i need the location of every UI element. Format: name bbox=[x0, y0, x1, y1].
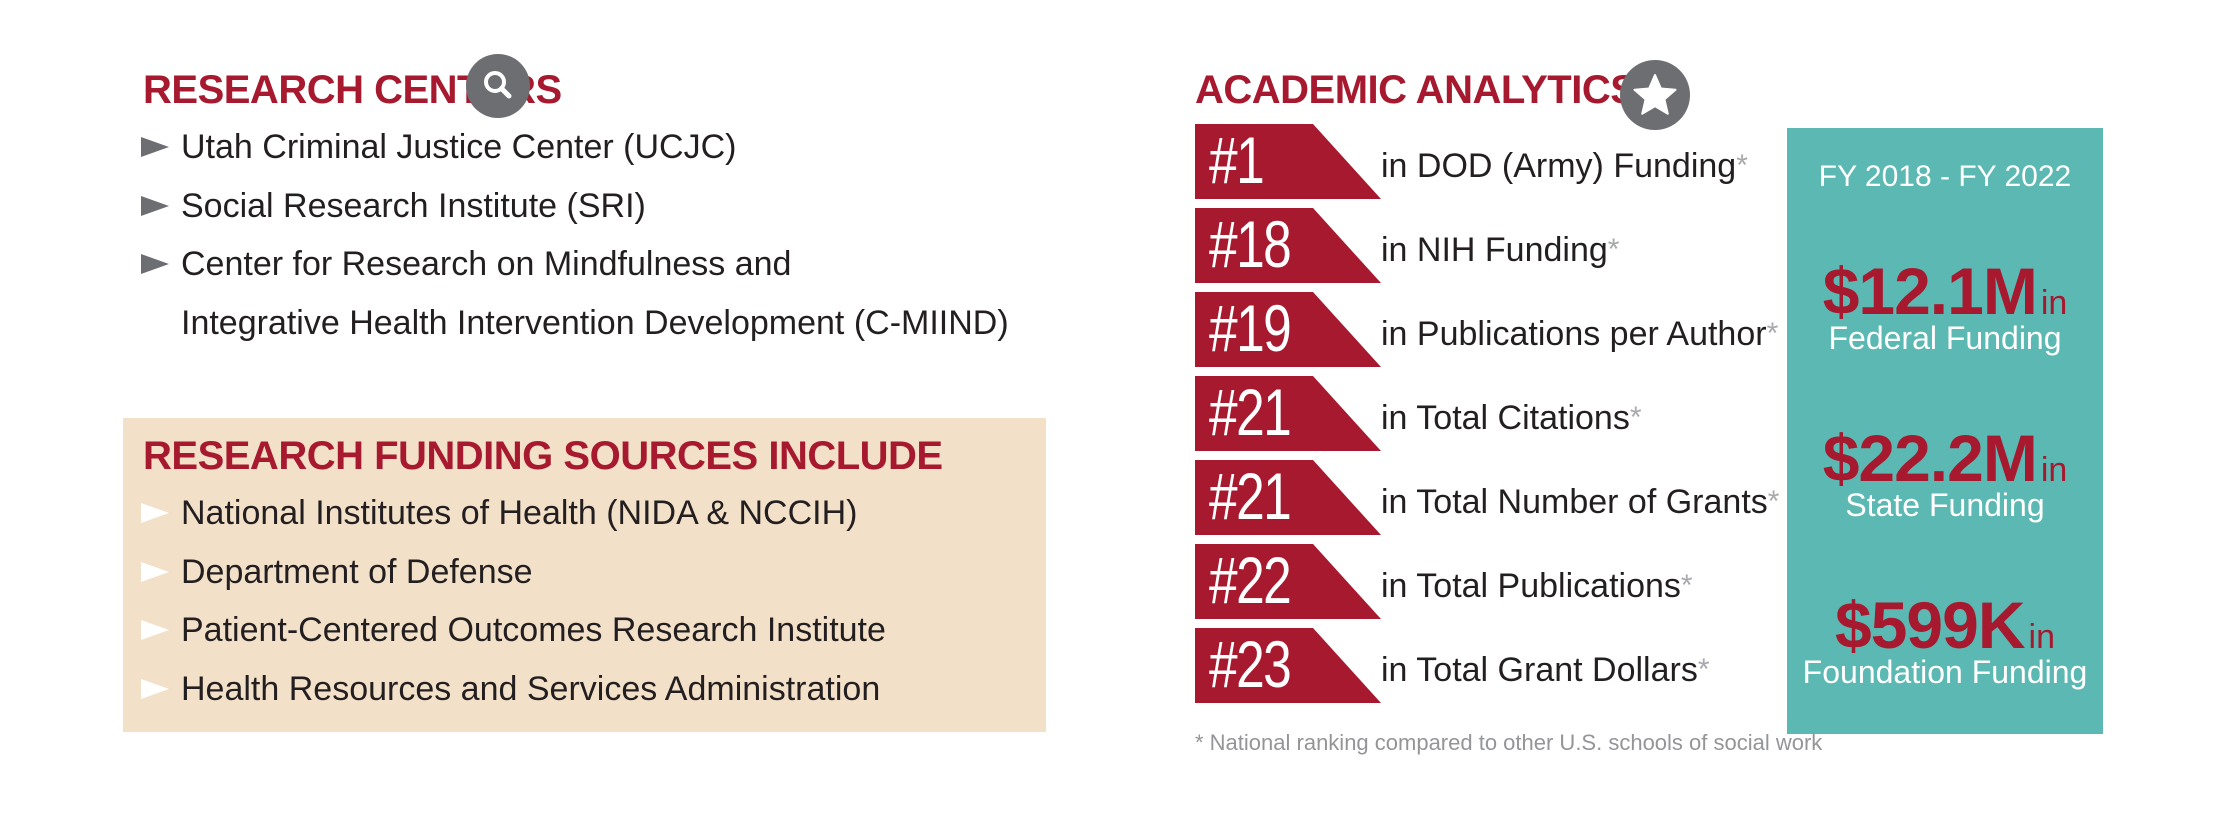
funding-sources-panel bbox=[123, 418, 1046, 732]
rank-label: in Total Number of Grants* bbox=[1381, 480, 1779, 524]
rank-label-text: in Total Number of Grants bbox=[1381, 483, 1768, 521]
rank-label: in DOD (Army) Funding* bbox=[1381, 144, 1748, 188]
funding-amount: $22.2M bbox=[1822, 421, 2038, 495]
list-item-label: Social Research Institute (SRI) bbox=[181, 186, 646, 225]
arrow-icon bbox=[141, 561, 169, 582]
arrow-icon bbox=[141, 195, 169, 216]
funding-summary-panel: FY 2018 - FY 2022 $12.1M in Federal Fundi… bbox=[1787, 128, 2103, 734]
ranking-row: #21 in Total Number of Grants* bbox=[1195, 459, 1779, 535]
list-item-label: Patient-Centered Outcomes Research Insti… bbox=[181, 611, 886, 649]
funding-stat-foundation: $599K in Foundation Funding bbox=[1787, 590, 2103, 690]
rank-asterisk: * bbox=[1767, 485, 1780, 518]
rank-asterisk: * bbox=[1629, 401, 1642, 434]
arrow-icon bbox=[141, 678, 169, 699]
rank-number: #22 bbox=[1209, 543, 1292, 617]
ranking-row: #18 in NIH Funding* bbox=[1195, 207, 1755, 283]
rank-tab-shape bbox=[1195, 124, 1381, 199]
rank-label: in Publications per Author* bbox=[1381, 312, 1778, 356]
rank-number: #19 bbox=[1209, 291, 1292, 365]
arrow-icon bbox=[141, 620, 169, 640]
funding-in: in bbox=[2040, 451, 2068, 489]
list-item: National Institutes of Health (NIDA & NC… bbox=[141, 484, 886, 543]
rank-label-text: in Publications per Author bbox=[1381, 315, 1767, 353]
arrow-icon bbox=[141, 137, 169, 157]
funding-amount: $12.1M bbox=[1822, 254, 2038, 328]
list-item: Department of Defense bbox=[141, 543, 886, 602]
funding-stat-federal: $12.1M in Federal Funding bbox=[1787, 256, 2103, 356]
funding-period: FY 2018 - FY 2022 bbox=[1818, 160, 2072, 193]
rank-number: #18 bbox=[1209, 207, 1292, 281]
list-item-label: Health Resources and Services Administra… bbox=[181, 669, 881, 708]
rank-asterisk: * bbox=[1680, 569, 1693, 602]
list-item: Utah Criminal Justice Center (UCJC) bbox=[141, 118, 1009, 177]
rank-number: #21 bbox=[1209, 459, 1292, 533]
ranking-row: #22 in Total Publications* bbox=[1195, 543, 1755, 619]
rank-asterisk: * bbox=[1766, 317, 1779, 350]
ranking-footnote: * National ranking compared to other U.S… bbox=[1195, 730, 1823, 755]
rank-number: #21 bbox=[1209, 375, 1292, 449]
funding-in: in bbox=[2028, 618, 2055, 656]
funding-description: Foundation Funding bbox=[1802, 654, 2088, 690]
arrow-icon bbox=[141, 503, 169, 523]
rank-label: in NIH Funding* bbox=[1381, 228, 1619, 272]
rank-tab-shape bbox=[1195, 460, 1381, 535]
rank-tab-shape bbox=[1195, 208, 1381, 283]
funding-sources-list: National Institutes of Health (NIDA & NC… bbox=[141, 484, 886, 718]
rank-asterisk: * bbox=[1736, 149, 1748, 182]
research-centers-list: Utah Criminal Justice Center (UCJC) Soci… bbox=[141, 118, 1009, 352]
rank-number: #1 bbox=[1209, 123, 1265, 197]
rank-label: in Total Grant Dollars* bbox=[1381, 648, 1710, 692]
rank-tab-shape bbox=[1195, 376, 1381, 451]
list-item-label-continued: Integrative Health Intervention Developm… bbox=[181, 303, 1009, 342]
rank-number: #23 bbox=[1209, 627, 1292, 701]
funding-description: State Funding bbox=[1845, 487, 2045, 523]
funding-description: Federal Funding bbox=[1828, 320, 2062, 356]
rank-asterisk: * bbox=[1607, 233, 1620, 266]
funding-in: in bbox=[2040, 284, 2068, 322]
ranking-row: #19 in Publications per Author* bbox=[1195, 291, 1778, 367]
funding-stat-state: $22.2M in State Funding bbox=[1787, 423, 2103, 523]
rank-label-text: in Total Publications bbox=[1381, 567, 1681, 605]
funding-amount: $599K bbox=[1835, 588, 2025, 662]
rank-label: in Total Citations* bbox=[1381, 396, 1642, 440]
arrow-icon bbox=[141, 254, 169, 274]
search-icon bbox=[466, 54, 530, 118]
list-item-label: Center for Research on Mindfulness and bbox=[181, 245, 792, 283]
list-item: Social Research Institute (SRI) bbox=[141, 177, 1009, 236]
list-item-label: Utah Criminal Justice Center (UCJC) bbox=[181, 128, 737, 166]
funding-sources-title: RESEARCH FUNDING SOURCES INCLUDE bbox=[143, 434, 943, 478]
star-icon bbox=[1620, 60, 1690, 130]
rank-label-text: in NIH Funding bbox=[1381, 231, 1608, 269]
academic-analytics-title: ACADEMIC ANALYTICS bbox=[1195, 68, 1637, 112]
rank-label-text: in Total Grant Dollars bbox=[1381, 651, 1698, 689]
rank-label-text: in Total Citations bbox=[1381, 399, 1630, 437]
rank-tab-shape bbox=[1195, 292, 1381, 367]
ranking-row: #1 in DOD (Army) Funding* bbox=[1195, 123, 1755, 199]
list-item: Center for Research on Mindfulness and In… bbox=[141, 235, 1009, 352]
rank-tab-shape bbox=[1195, 628, 1381, 703]
list-item-label: Department of Defense bbox=[181, 552, 533, 591]
rank-label-text: in DOD (Army) Funding bbox=[1381, 147, 1737, 185]
rank-label: in Total Publications* bbox=[1381, 564, 1693, 608]
list-item: Patient-Centered Outcomes Research Insti… bbox=[141, 601, 886, 660]
rank-asterisk: * bbox=[1697, 653, 1710, 686]
ranking-row: #23 in Total Grant Dollars* bbox=[1195, 627, 1755, 703]
list-item: Health Resources and Services Administra… bbox=[141, 660, 886, 719]
rank-tab-shape bbox=[1195, 544, 1381, 619]
list-item-label: National Institutes of Health (NIDA & NC… bbox=[181, 494, 858, 532]
ranking-row: #21 in Total Citations* bbox=[1195, 375, 1755, 451]
